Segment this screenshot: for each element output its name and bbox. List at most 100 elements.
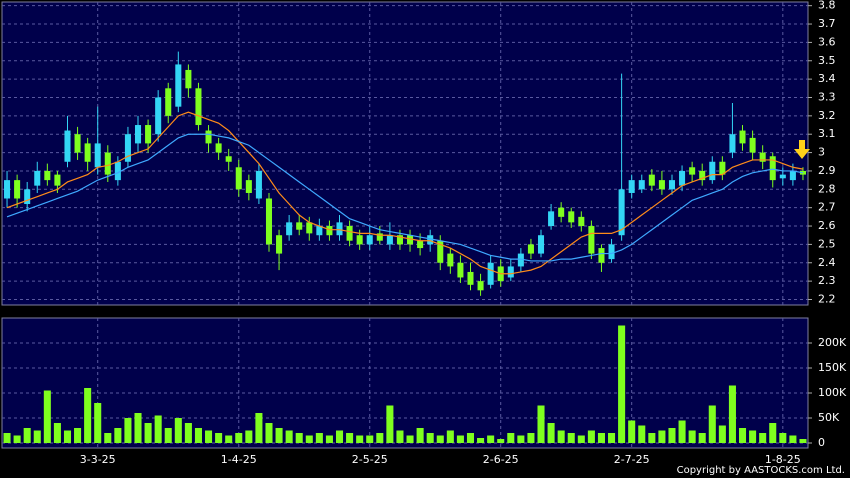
volume-bar xyxy=(597,433,605,443)
volume-bar xyxy=(285,430,293,443)
volume-bar xyxy=(466,433,475,443)
volume-bar xyxy=(275,428,283,443)
volume-bar xyxy=(184,423,192,443)
y-tick-label: 3.4 xyxy=(818,72,836,85)
volume-bar xyxy=(426,433,434,443)
volume-bar xyxy=(658,430,666,443)
candle-body xyxy=(94,143,101,168)
candle-body xyxy=(668,180,676,190)
y-tick-label: 2.8 xyxy=(818,182,836,195)
candle-body xyxy=(769,156,776,181)
volume-bar xyxy=(356,435,364,443)
y-tick-label: 2.6 xyxy=(818,219,836,232)
volume-bar xyxy=(386,405,394,443)
candle-body xyxy=(386,235,393,245)
candle-body xyxy=(195,88,202,126)
y-tick-label: 2.3 xyxy=(818,274,836,287)
candle-body xyxy=(4,180,11,199)
candle-body xyxy=(396,235,403,245)
candle-body xyxy=(779,174,786,179)
volume-bar xyxy=(255,413,263,443)
volume-bar xyxy=(638,425,646,443)
candle-body xyxy=(527,244,534,254)
volume-bar xyxy=(718,425,726,443)
volume-bar xyxy=(477,438,485,443)
y-tick-label: 3.5 xyxy=(818,54,836,67)
candle-body xyxy=(789,170,796,181)
candle-body xyxy=(699,170,706,181)
volume-bar xyxy=(567,433,575,443)
candle-body xyxy=(447,253,454,267)
candle-body xyxy=(548,211,555,227)
y-tick-label: 2.4 xyxy=(818,256,836,269)
volume-bar xyxy=(134,413,142,443)
moving-average xyxy=(6,133,804,262)
volume-bar xyxy=(799,439,807,443)
volume-bar xyxy=(688,430,696,443)
volume-bar xyxy=(63,430,72,443)
candle-body xyxy=(306,222,313,234)
y-tick-label: 100K xyxy=(818,386,847,399)
volume-bar xyxy=(497,439,505,443)
y-tick-label: 2.9 xyxy=(818,164,836,177)
candle-body xyxy=(628,180,635,193)
candle-body xyxy=(185,69,192,89)
volume-bar xyxy=(205,430,213,443)
candle-body xyxy=(477,281,484,291)
volume-bar xyxy=(43,390,51,443)
y-tick-label: 2.5 xyxy=(818,237,836,250)
volume-bar xyxy=(577,435,585,443)
y-tick-label: 0 xyxy=(818,436,825,449)
x-tick-label: 1-4-25 xyxy=(221,453,257,466)
candle-body xyxy=(457,262,464,278)
candle-body xyxy=(588,226,595,254)
candle-body xyxy=(54,174,61,186)
volume-bar xyxy=(114,428,122,443)
candle-body xyxy=(739,130,746,144)
volume-bar xyxy=(507,433,515,443)
x-tick-label: 3-3-25 xyxy=(80,453,116,466)
volume-bar xyxy=(295,433,303,443)
volume-bar xyxy=(366,435,374,443)
candle-body xyxy=(507,266,514,278)
volume-bar xyxy=(769,423,777,443)
volume-bar xyxy=(708,405,716,443)
candle-body xyxy=(598,248,605,263)
candle-body xyxy=(265,198,273,245)
candle-body xyxy=(376,233,383,241)
volume-bar xyxy=(547,423,555,443)
volume-bar xyxy=(456,435,464,443)
volume-bar xyxy=(74,428,82,443)
candle-body xyxy=(155,97,162,135)
volume-bar xyxy=(628,420,636,443)
volume-bar xyxy=(396,430,404,443)
volume-bar xyxy=(698,433,706,443)
candle-body xyxy=(286,222,293,236)
volume-bar xyxy=(194,428,202,443)
candle-body xyxy=(34,170,41,186)
volume-bar xyxy=(537,405,545,443)
y-tick-label: 3 xyxy=(818,146,825,159)
candle-body xyxy=(679,170,686,186)
volume-bar xyxy=(406,435,414,443)
volume-bar xyxy=(527,433,535,443)
candle-body xyxy=(749,137,756,153)
volume-bar xyxy=(3,433,11,443)
candle-body xyxy=(578,216,585,227)
candle-body xyxy=(537,235,545,254)
candle-body xyxy=(568,211,575,223)
candle-body xyxy=(326,226,333,236)
candle-body xyxy=(225,156,232,162)
candle-body xyxy=(356,235,363,245)
candle-body xyxy=(44,170,51,181)
volume-bar xyxy=(315,433,323,443)
y-tick-label: 2.2 xyxy=(818,292,836,305)
volume-bar xyxy=(124,418,132,443)
plot-layer: 2.2 2.3 2.4 2.5 2.6 2.7 2.8 2.9 3 3.1 3.2 3.3 3.4 3.5… xyxy=(2,0,847,466)
candle-body xyxy=(517,253,524,267)
candle-body xyxy=(719,161,726,175)
volume-bar xyxy=(376,433,384,443)
price-panel xyxy=(1,1,809,306)
candle-body xyxy=(255,170,262,199)
volume-bar xyxy=(648,433,656,443)
